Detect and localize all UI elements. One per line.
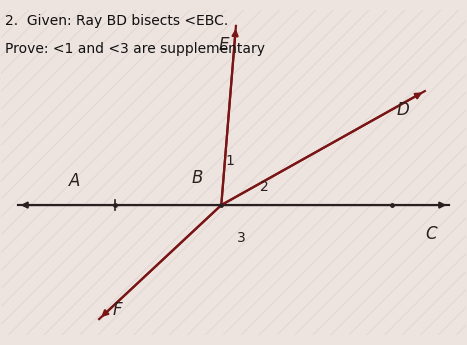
Text: 2: 2 bbox=[261, 180, 269, 194]
Text: E: E bbox=[219, 37, 229, 55]
Text: C: C bbox=[425, 225, 437, 244]
Text: A: A bbox=[69, 172, 80, 190]
Text: B: B bbox=[192, 169, 203, 187]
Text: 3: 3 bbox=[237, 231, 246, 245]
Text: D: D bbox=[396, 101, 409, 119]
Text: 2.  Given: Ray BD bisects <EBC.: 2. Given: Ray BD bisects <EBC. bbox=[6, 14, 229, 28]
Text: F: F bbox=[112, 301, 122, 319]
Text: Prove: <1 and <3 are supplementary: Prove: <1 and <3 are supplementary bbox=[6, 42, 265, 56]
Text: 1: 1 bbox=[225, 155, 234, 168]
